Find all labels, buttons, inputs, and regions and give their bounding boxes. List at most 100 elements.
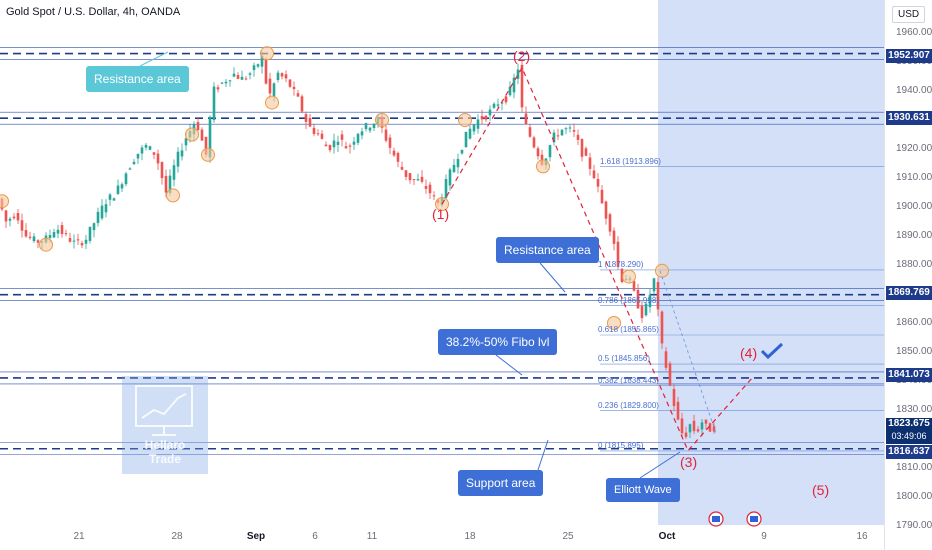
candle-body [536, 148, 540, 157]
touch-marker [375, 113, 389, 127]
candle-body [216, 87, 220, 90]
candle-body [336, 141, 340, 145]
projection-zone [658, 0, 884, 525]
candle-body [84, 239, 88, 244]
fib-retracement-diagonal [659, 270, 717, 434]
x-tick: 25 [562, 531, 574, 542]
candle-body [476, 119, 480, 129]
candle-body [552, 132, 556, 143]
candle-body [140, 147, 144, 154]
touch-marker [166, 188, 180, 203]
candle-body [464, 131, 468, 148]
candle-body [80, 243, 84, 246]
candle-body [36, 240, 40, 243]
candle-body [612, 230, 616, 244]
candle-body [180, 150, 184, 157]
candle-body [172, 165, 176, 180]
callout-resistance-top[interactable]: Resistance area [86, 66, 189, 92]
fib-label-5: 0.382 (1838.443) [598, 375, 659, 385]
callout-elliott-wave[interactable]: Elliott Wave [606, 478, 680, 502]
candle-body [12, 216, 16, 219]
candle-body [492, 103, 496, 108]
x-tick: 16 [856, 531, 868, 542]
candle-body [56, 229, 60, 234]
candle-body [120, 184, 124, 189]
candle-body [636, 289, 640, 309]
candle-body [408, 173, 412, 181]
pointer-resistance-mid [539, 262, 566, 293]
candle-body [496, 104, 500, 106]
candle-body [504, 96, 508, 103]
currency-button[interactable]: USD [892, 6, 926, 23]
candle-body [420, 176, 424, 182]
candle-body [248, 73, 252, 75]
candle-body [684, 432, 688, 437]
price-label-res-mid: 1930.631 [886, 111, 932, 125]
candle-body [292, 86, 296, 90]
fib-label-1: 1 (1878.290) [598, 259, 644, 269]
candle-body [268, 78, 272, 94]
candle-body [676, 401, 680, 420]
candle-body [152, 152, 156, 155]
candle-body [348, 145, 352, 147]
candle-body [524, 113, 528, 125]
x-tick: 21 [73, 531, 85, 542]
candle-body [384, 129, 388, 141]
candle-body [556, 135, 560, 137]
candle-body [512, 77, 516, 93]
candle-body [136, 153, 140, 159]
x-tick: 11 [366, 531, 378, 542]
candle-body [548, 145, 552, 158]
candle-body [176, 151, 180, 167]
candle-body [20, 220, 24, 231]
candle-body [308, 117, 312, 127]
elliott-wave-path [441, 66, 753, 452]
candle-body [520, 64, 524, 108]
candle-body [108, 194, 112, 200]
candle-body [200, 129, 204, 141]
y-tick: 1910.000 [896, 172, 932, 183]
pointer-elliott [639, 451, 681, 479]
x-tick: 6 [312, 531, 318, 542]
candle-body [232, 73, 236, 77]
callout-support[interactable]: Support area [458, 470, 544, 496]
candle-body [144, 144, 148, 148]
candle-body [488, 109, 492, 116]
wave-label-2: (2) [513, 48, 531, 64]
fib-label-3: 0.618 (1855.865) [598, 324, 659, 334]
wave-label-4: (4) [740, 345, 758, 361]
current-price: 1823.675 [888, 418, 930, 429]
candle-body [432, 195, 436, 197]
candle-body [620, 268, 624, 283]
candle-body [368, 127, 372, 131]
y-tick: 1830.000 [896, 404, 932, 415]
candle-body [280, 73, 284, 77]
candle-body [320, 133, 324, 139]
candle-body [692, 420, 696, 432]
pointer-resistance-top [139, 51, 169, 67]
candle-body [672, 388, 676, 406]
callout-fibo-zone[interactable]: 38.2%-50% Fibo lvl [438, 329, 558, 355]
touch-marker [260, 46, 274, 61]
candle-body [112, 198, 116, 201]
candle-body [88, 226, 92, 241]
y-tick: 1800.000 [896, 491, 932, 502]
touch-marker [655, 263, 669, 278]
candle-body [640, 305, 644, 319]
candle-body [24, 230, 28, 237]
touch-marker [607, 316, 621, 330]
y-tick: 1900.000 [896, 201, 932, 212]
current-price-label: 1823.675 03:49:06 [886, 418, 932, 444]
candle-body [324, 144, 328, 147]
price-label-res-top: 1952.907 [886, 49, 932, 63]
candle-body [252, 65, 256, 70]
candle-body [660, 311, 664, 344]
callout-resistance-mid[interactable]: Resistance area [496, 237, 599, 263]
candle-body [668, 363, 672, 386]
candle-body [132, 161, 136, 165]
candle-body [452, 164, 456, 173]
candle-body [608, 214, 612, 232]
candle-body [372, 123, 376, 129]
